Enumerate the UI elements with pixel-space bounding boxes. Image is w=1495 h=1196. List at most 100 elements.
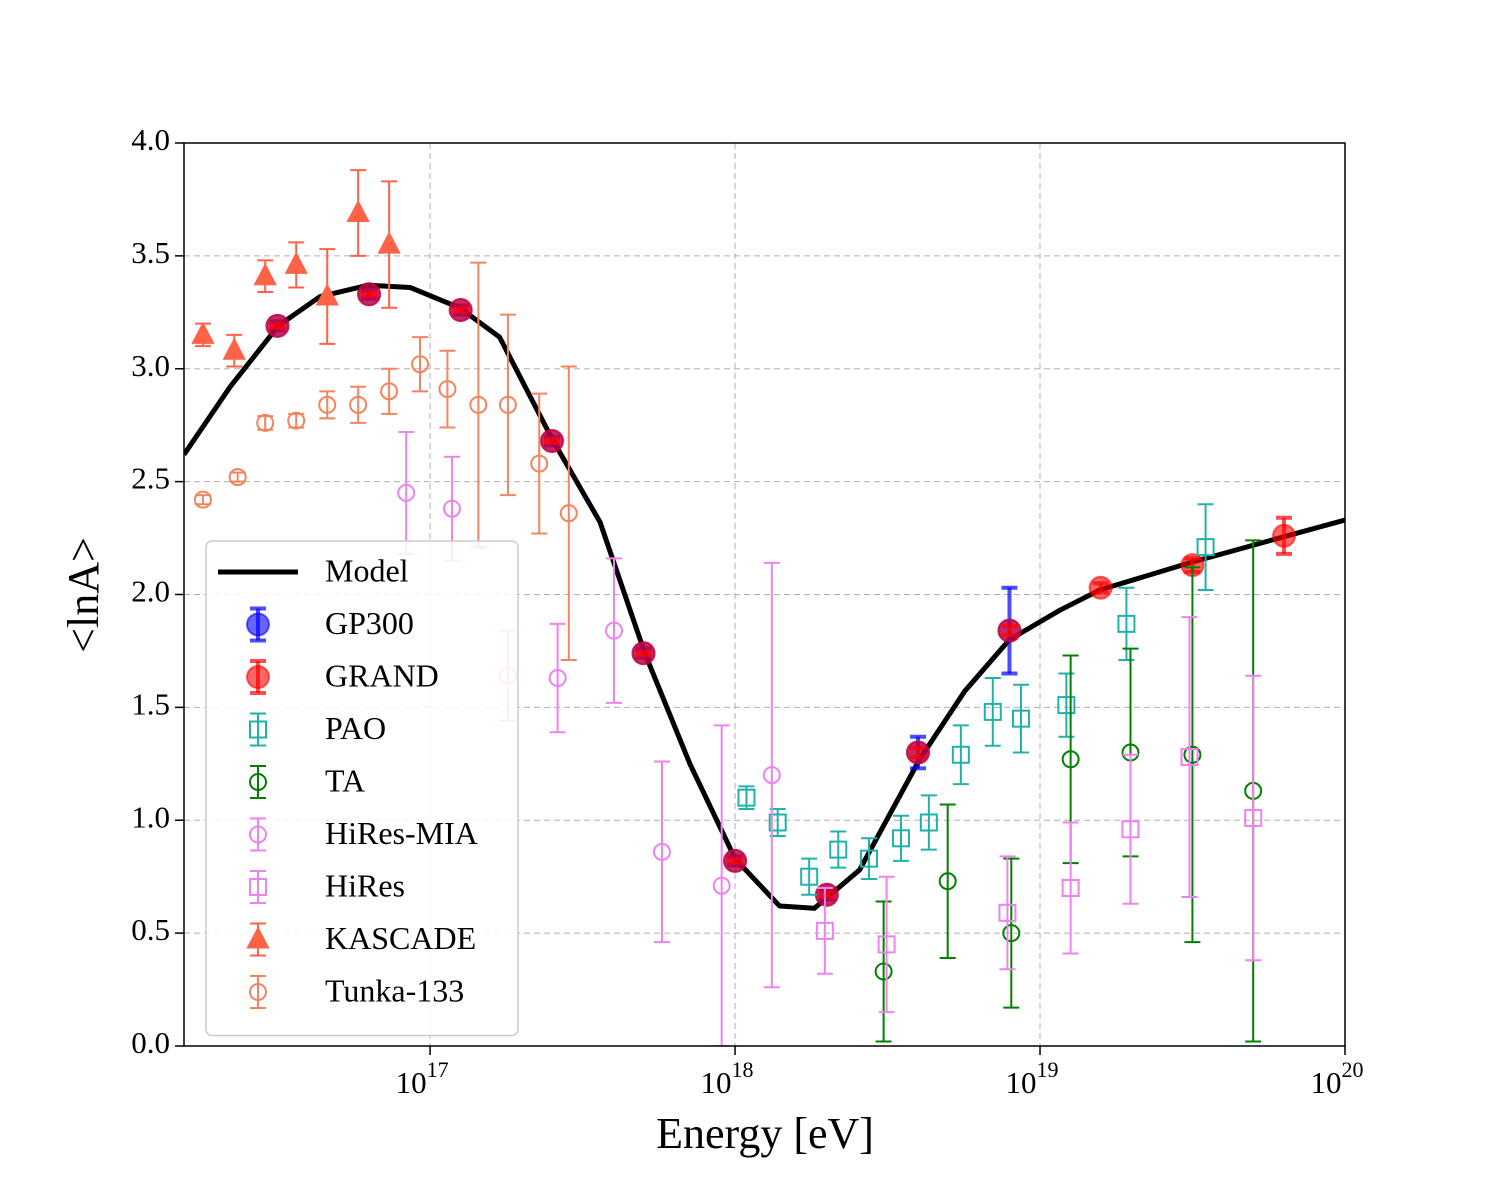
x-tick-exponent: 17 xyxy=(427,1057,449,1082)
y-tick-label: 0.0 xyxy=(131,1025,170,1060)
data-point xyxy=(346,199,370,222)
data-point xyxy=(253,263,277,286)
legend-label: GRAND xyxy=(325,657,439,693)
data-point xyxy=(983,702,1002,721)
data-point xyxy=(874,962,893,981)
legend-label: KASCADE xyxy=(325,920,476,956)
legend-label: Model xyxy=(325,552,409,588)
y-tick-label: 1.5 xyxy=(131,686,170,721)
plot-area xyxy=(184,169,1345,1046)
data-point xyxy=(284,251,308,274)
data-point xyxy=(349,395,368,414)
data-point xyxy=(193,490,212,509)
x-tick-exponent: 20 xyxy=(1342,1057,1364,1082)
data-point xyxy=(548,669,567,688)
data-point xyxy=(800,867,819,886)
x-tick-base: 10 xyxy=(701,1065,732,1100)
data-point xyxy=(357,282,382,307)
data-point xyxy=(631,641,656,666)
data-point xyxy=(1121,820,1140,839)
data-point xyxy=(438,380,457,399)
legend: Model GP300 GRAND PAO TA HiRes-MIA HiRes KASCAD… xyxy=(205,540,519,1037)
data-point xyxy=(411,355,430,374)
legend-swatch xyxy=(246,612,270,637)
x-tick-base: 10 xyxy=(1006,1065,1037,1100)
data-point xyxy=(1061,750,1080,769)
data-point xyxy=(877,935,896,954)
y-tick-label: 0.5 xyxy=(131,912,170,947)
y-tick-label: 2.0 xyxy=(131,574,170,609)
data-point xyxy=(951,745,970,764)
x-tick-exponent: 18 xyxy=(732,1057,754,1082)
data-point xyxy=(762,766,781,785)
y-tick-label: 4.0 xyxy=(131,122,170,157)
x-tick-base: 10 xyxy=(396,1065,427,1100)
data-point xyxy=(265,313,290,338)
legend-label: Tunka-133 xyxy=(325,972,464,1008)
x-tick-label: 1020 xyxy=(1311,1057,1364,1100)
x-tick-exponent: 19 xyxy=(1037,1057,1059,1082)
data-point xyxy=(891,829,910,848)
x-tick-base: 10 xyxy=(1311,1065,1342,1100)
y-tick-label: 3.5 xyxy=(131,235,170,270)
data-point xyxy=(737,788,756,807)
legend-label: GP300 xyxy=(325,605,414,641)
data-point xyxy=(442,499,461,518)
legend-swatch xyxy=(249,983,267,1001)
data-point xyxy=(377,231,401,254)
data-point xyxy=(998,903,1017,922)
data-point xyxy=(860,849,879,868)
data-point xyxy=(938,872,957,891)
data-point xyxy=(397,483,416,502)
data-point xyxy=(287,411,306,430)
data-point xyxy=(1196,538,1215,557)
y-tick-label: 1.0 xyxy=(131,799,170,834)
legend-swatch xyxy=(249,720,267,739)
legend-box xyxy=(205,540,519,1037)
y-axis-label: <lnA> xyxy=(59,537,108,653)
data-point xyxy=(1244,808,1263,827)
legend-label: TA xyxy=(325,762,365,798)
x-tick-label: 1019 xyxy=(1006,1057,1059,1100)
x-tick-label: 1017 xyxy=(396,1057,449,1100)
y-tick-label: 3.0 xyxy=(131,348,170,383)
data-point xyxy=(1180,748,1199,767)
legend-swatch xyxy=(249,878,267,896)
data-point xyxy=(228,468,247,487)
data-point xyxy=(318,395,337,414)
data-point xyxy=(1011,709,1030,728)
data-point xyxy=(723,848,748,873)
data-point xyxy=(469,395,488,414)
data-point xyxy=(1117,614,1136,633)
data-point xyxy=(815,921,834,940)
data-point xyxy=(1002,924,1021,943)
x-axis-label: Energy [eV] xyxy=(656,1109,874,1158)
data-point xyxy=(539,428,564,453)
data-point xyxy=(1183,745,1202,764)
data-point xyxy=(315,283,339,306)
data-point xyxy=(652,842,671,861)
data-point xyxy=(530,454,549,473)
data-point xyxy=(906,740,930,765)
legend-swatch xyxy=(249,773,267,791)
data-point xyxy=(605,621,624,640)
data-point xyxy=(222,337,246,360)
data-point xyxy=(1272,523,1297,548)
data-point xyxy=(829,840,848,859)
data-point xyxy=(1061,878,1080,897)
legend-label: PAO xyxy=(325,710,386,746)
data-point xyxy=(712,876,731,895)
legend-label: HiRes xyxy=(325,867,405,903)
data-point xyxy=(1088,575,1113,600)
y-tick-label: 2.5 xyxy=(131,461,170,496)
legend-label: HiRes-MIA xyxy=(325,815,478,851)
data-point xyxy=(559,504,578,523)
x-tick-label: 1018 xyxy=(701,1057,754,1100)
data-point xyxy=(448,298,473,323)
data-point xyxy=(768,813,787,832)
legend-swatch xyxy=(246,926,270,949)
data-point xyxy=(380,382,399,401)
legend-swatch xyxy=(246,665,270,689)
